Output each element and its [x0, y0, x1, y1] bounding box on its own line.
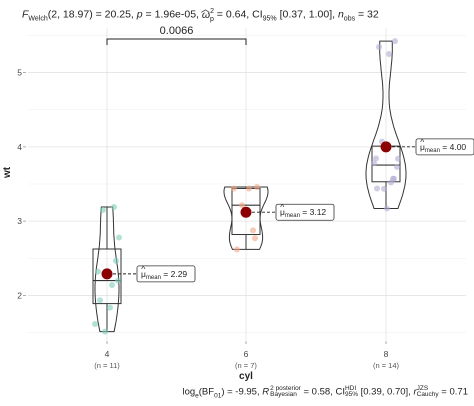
x-tick-n-label: (n = 11) — [94, 361, 120, 370]
bf-label: (BF — [198, 386, 215, 398]
log-subscript: e — [195, 392, 199, 400]
r-superscript: JZS — [416, 385, 429, 392]
data-point — [381, 185, 387, 192]
data-point — [92, 321, 98, 328]
data-point — [234, 246, 240, 253]
data-point — [392, 38, 398, 45]
hdi-labels: HDI 95% — [344, 385, 358, 398]
omega-subscript: p — [209, 15, 214, 23]
data-point — [252, 235, 258, 242]
x-tick-n-label: (n = 7) — [235, 361, 257, 370]
f-subscript: Welch — [28, 15, 48, 23]
mean-marker — [240, 206, 252, 218]
n-symbol: n — [337, 8, 344, 21]
r-labels: JZS Cauchy — [416, 385, 439, 398]
data-point — [374, 185, 380, 192]
hdi-value: [0.39, 0.70], — [357, 386, 414, 398]
data-point — [376, 43, 382, 50]
hdi-superscript: HDI — [344, 385, 357, 392]
data-point — [394, 163, 400, 170]
n-subscript: obs — [343, 15, 356, 23]
mean-label-box — [415, 138, 474, 156]
effect-size-value: = 0.64, CI — [213, 8, 263, 21]
data-point — [113, 257, 119, 264]
stat-title: FWelch(2, 18.97) = 20.25, p = 1.96e-05, … — [22, 3, 379, 23]
data-point — [246, 185, 252, 192]
data-point — [107, 304, 113, 311]
p-value: = 1.96e-05, — [142, 8, 202, 21]
x-tick-label: 6 — [244, 349, 249, 359]
data-point — [250, 227, 256, 234]
data-point — [231, 185, 237, 192]
comparison-pvalue: 0.0066 — [160, 25, 194, 37]
data-point — [254, 183, 260, 190]
mean-label-hat: ^ — [280, 202, 284, 212]
mean-label-box — [275, 203, 335, 221]
hdi-subscript: 95% — [344, 391, 358, 398]
f-symbol: F — [22, 8, 29, 21]
y-tick-label: 5 — [17, 68, 22, 78]
mean-label-text: μmean = 2.29 — [141, 269, 187, 281]
mean-label-text: μmean = 3.12 — [280, 207, 326, 219]
data-point — [395, 155, 401, 162]
data-point — [371, 160, 377, 167]
data-point — [115, 277, 121, 284]
r2-symbol: R — [262, 386, 270, 398]
data-point — [102, 328, 108, 335]
omega-superscript: 2 — [210, 8, 214, 15]
data-point — [111, 204, 117, 211]
data-point — [373, 155, 379, 162]
x-axis-title: cyl — [239, 371, 253, 382]
mean-label-hat: ^ — [141, 264, 145, 274]
y-tick-label: 4 — [17, 142, 22, 152]
r2-subscript: Bayesian — [270, 391, 297, 398]
x-tick-n-label: (n = 14) — [373, 361, 400, 370]
p-symbol: p — [136, 8, 143, 21]
r-symbol: r — [413, 386, 417, 398]
data-point — [386, 51, 392, 57]
data-point — [97, 297, 103, 304]
r2-value: = 0.58, CI — [300, 386, 345, 398]
data-point — [391, 175, 397, 182]
comparison-bracket — [106, 38, 247, 45]
violin-shape — [223, 186, 269, 250]
mean-marker — [380, 141, 392, 153]
bf-value: ) = -9.95, — [221, 386, 263, 398]
data-point — [239, 202, 245, 209]
data-point — [95, 268, 101, 275]
ci-subscript: 95% — [262, 15, 277, 23]
y-tick-label: 3 — [17, 216, 22, 226]
mean-marker — [101, 268, 113, 280]
bf-subscript: 01 — [214, 392, 222, 400]
df-value: (2, 18.97) = 20.25, — [47, 8, 137, 21]
r2-superscripts: 2 posterior — [270, 385, 301, 392]
mean-label-box — [136, 265, 196, 283]
log-prefix: log — [182, 386, 196, 398]
y-tick-label: 2 — [17, 290, 22, 300]
r-subscript: Cauchy — [416, 391, 439, 398]
data-point — [109, 282, 115, 289]
ci-value: [0.37, 1.00], — [276, 8, 338, 21]
x-tick-label: 8 — [384, 349, 389, 359]
n-value: = 32 — [355, 8, 379, 21]
r-value: = 0.71 — [438, 386, 468, 398]
data-point — [384, 205, 390, 212]
omega-symbol: ω ︿ — [200, 3, 211, 21]
mean-label-text: μmean = 4.00 — [420, 142, 466, 154]
x-tick-label: 4 — [105, 349, 110, 359]
data-point — [116, 234, 122, 241]
mean-label-hat: ^ — [420, 137, 424, 147]
data-point — [100, 207, 106, 213]
r2-labels: 2 posterior Bayesian — [270, 385, 301, 398]
